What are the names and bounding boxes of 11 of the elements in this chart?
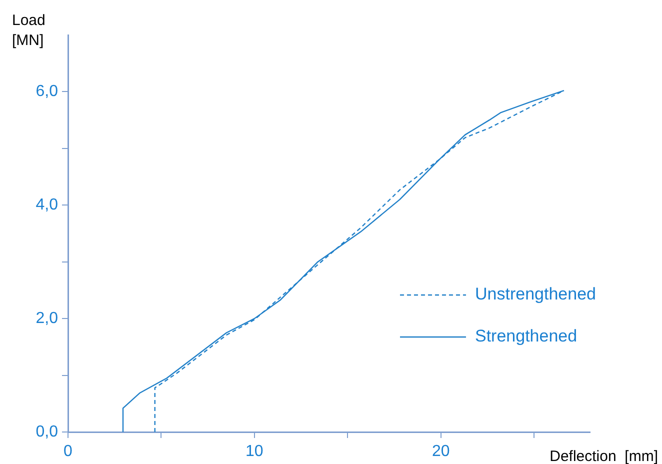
x-tick-label: 10: [246, 443, 264, 460]
y-tick-label: 4,0: [36, 196, 58, 214]
legend-label: Strengthened: [475, 326, 578, 346]
legend-label: Unstrengthened: [475, 284, 596, 304]
x-axis-title: Deflection [mm]: [550, 448, 658, 464]
x-tick-label: 20: [432, 443, 450, 460]
y-tick-label: 0,0: [36, 423, 58, 440]
y-tick-label: 6,0: [36, 83, 58, 100]
x-tick-label: 0: [64, 443, 73, 460]
y-tick-label: 2,0: [36, 310, 58, 327]
y-axis-title: Load [MN]: [12, 12, 46, 49]
